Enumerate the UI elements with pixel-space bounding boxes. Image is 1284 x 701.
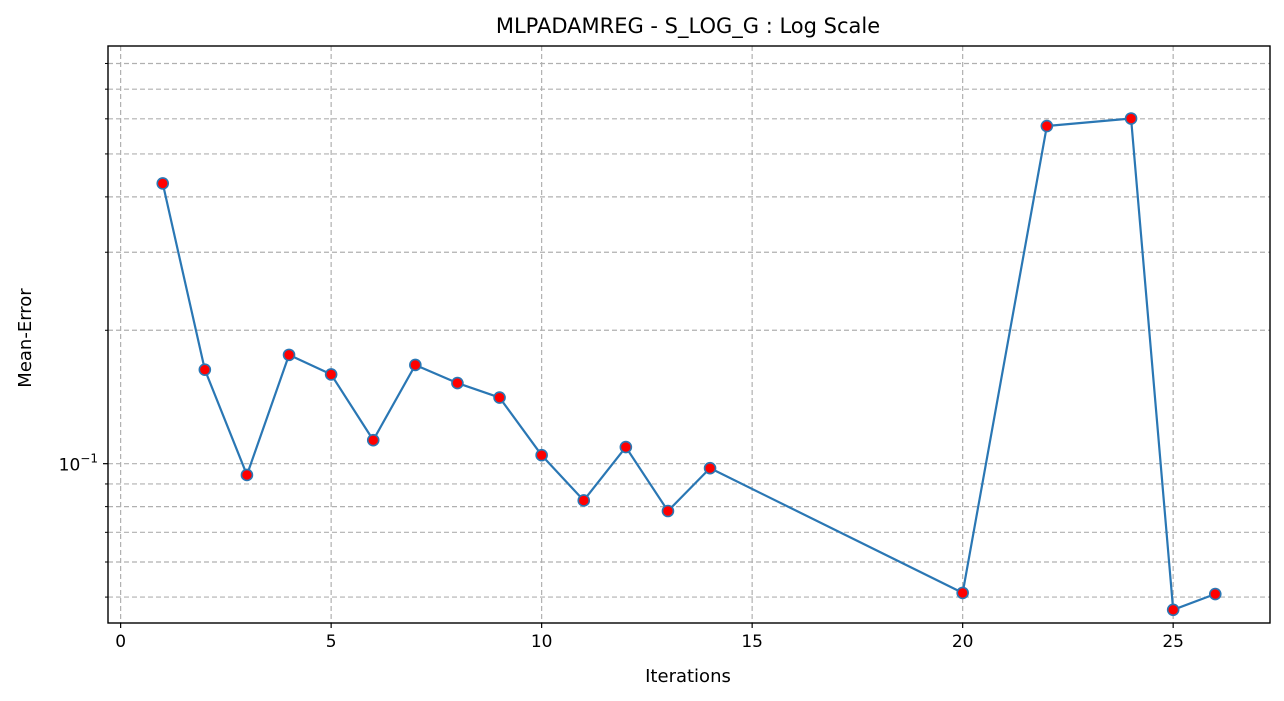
y-tick-label: 10−1 (59, 452, 98, 476)
data-point (1208, 587, 1222, 601)
data-point (409, 358, 422, 372)
y-axis: 10−1 (59, 62, 108, 598)
y-axis-label: Mean-Error (15, 288, 36, 388)
x-axis-label: Iterations (645, 666, 731, 687)
data-point (703, 461, 717, 475)
x-tick-label: 0 (115, 632, 126, 652)
plot-frame (107, 45, 1271, 624)
x-tick-label: 20 (952, 632, 974, 652)
x-tick-label: 10 (531, 632, 553, 652)
data-point (324, 368, 338, 381)
x-tick-label: 5 (326, 632, 337, 652)
data-point (156, 177, 170, 190)
data-point (619, 440, 633, 454)
x-tick-label: 25 (1162, 632, 1184, 652)
data-point (493, 391, 506, 404)
x-axis: 0 5 10 15 20 25 (115, 623, 1184, 652)
data-point (1040, 119, 1054, 133)
data-point (577, 494, 591, 507)
data-point (451, 376, 464, 390)
data-point (282, 348, 296, 362)
data-point (956, 586, 969, 600)
data-point (366, 433, 380, 447)
grid (108, 46, 1270, 623)
data-point (1124, 112, 1138, 125)
data-point (1166, 603, 1180, 617)
chart-title: MLPADAMREG - S_LOG_G : Log Scale (496, 14, 880, 39)
data-point (240, 468, 254, 482)
data-point (661, 504, 675, 518)
data-point (198, 363, 212, 376)
data-point (535, 448, 548, 462)
data-points (156, 112, 1222, 617)
x-tick-label: 15 (741, 632, 763, 652)
